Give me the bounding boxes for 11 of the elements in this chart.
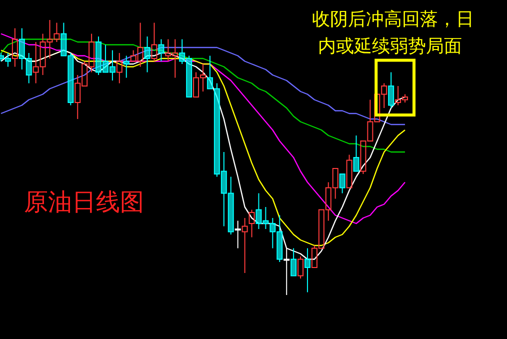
candlestick [123,55,130,78]
text: 原油日线图 [24,188,144,216]
candlestick [12,28,18,68]
candlestick [116,52,122,84]
candlestick [304,248,310,293]
candlestick [144,36,150,73]
candlestick [242,218,248,274]
annotation: 收阴后冲高回落，日内或延续弱势局面 [312,9,474,57]
candlestick [158,38,164,62]
candlestick [234,220,241,249]
candlestick [151,22,158,62]
